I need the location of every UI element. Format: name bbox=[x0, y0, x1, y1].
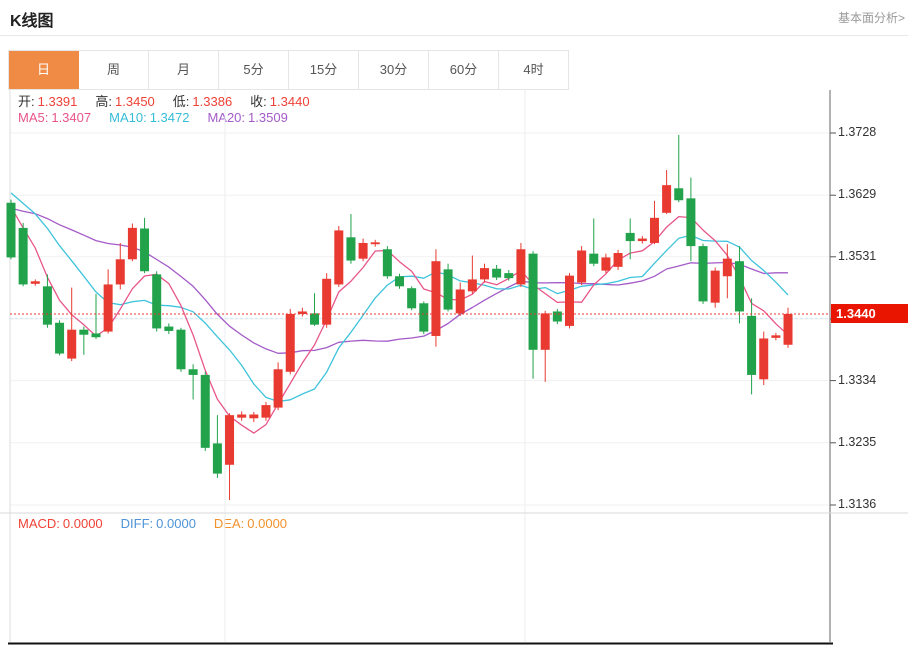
low-value: 1.3386 bbox=[192, 94, 233, 109]
tab-15min[interactable]: 15分 bbox=[289, 51, 359, 89]
tab-60min[interactable]: 60分 bbox=[429, 51, 499, 89]
page-title: K线图 bbox=[10, 13, 54, 30]
tab-day[interactable]: 日 bbox=[9, 51, 79, 89]
open-label: 开: bbox=[18, 94, 35, 109]
price-tick-label: 1.3136 bbox=[838, 497, 877, 511]
period-tab-bar: 日周月 5分 15分 30分 60分 4时 bbox=[8, 50, 569, 90]
close-value: 1.3440 bbox=[269, 94, 310, 109]
ma-row: MA5: 1.3407 MA10: 1.3472 MA20: 1.3509 bbox=[18, 110, 306, 125]
ma10-label: MA10: bbox=[109, 110, 147, 125]
price-tick-label: 1.3235 bbox=[838, 434, 877, 449]
price-tick-label: 1.3629 bbox=[838, 187, 877, 202]
dea-label: DEA: bbox=[213, 516, 245, 531]
high-value: 1.3450 bbox=[115, 94, 155, 109]
price-tick-label: 1.3728 bbox=[838, 125, 877, 139]
close-readout: 收: 1.3440 bbox=[250, 91, 309, 110]
ma5-readout: MA5: 1.3407 bbox=[18, 110, 91, 125]
macd-readout: MACD: 0.0000 bbox=[18, 516, 103, 531]
diff-label: DIFF: bbox=[120, 516, 154, 531]
ma20-readout: MA20: 1.3509 bbox=[207, 110, 287, 125]
macd-label: MACD: bbox=[18, 516, 60, 531]
diff-value: 0.0000 bbox=[156, 516, 196, 531]
tab-4hour[interactable]: 4时 bbox=[499, 51, 568, 89]
open-readout: 开: 1.3391 bbox=[18, 91, 77, 110]
dea-readout: DEA: 0.0000 bbox=[214, 516, 287, 531]
last-price-badge: 1.3440 bbox=[831, 304, 908, 323]
macd-value: 0.0000 bbox=[62, 516, 103, 531]
ma10-readout: MA10: 1.3472 bbox=[109, 110, 189, 125]
fundamental-analysis-link[interactable]: 基本面分析> bbox=[837, 11, 905, 25]
header-divider bbox=[0, 35, 908, 36]
ma20-value: 1.3509 bbox=[248, 110, 288, 125]
low-readout: 低: 1.3386 bbox=[173, 91, 232, 110]
ma20-label: MA20: bbox=[207, 110, 246, 125]
ma5-label: MA5: bbox=[18, 110, 49, 125]
ohlc-row: 开: 1.3391 高: 1.3450 低: 1.3386 收: 1.3440 bbox=[18, 91, 328, 110]
high-label: 高: bbox=[95, 94, 113, 109]
ma5-value: 1.3407 bbox=[51, 110, 92, 125]
ma10-value: 1.3472 bbox=[149, 110, 190, 125]
high-readout: 高: 1.3450 bbox=[95, 91, 154, 110]
tab-5min[interactable]: 5分 bbox=[219, 51, 289, 89]
tab-week[interactable]: 周 bbox=[79, 51, 149, 89]
tab-month[interactable]: 月 bbox=[149, 51, 219, 89]
low-label: 低: bbox=[172, 94, 190, 109]
macd-row: MACD: 0.0000 DIFF: 0.0000 DEA: 0.0000 bbox=[18, 516, 305, 531]
tab-30min[interactable]: 30分 bbox=[359, 51, 429, 89]
price-tick-label: 1.3531 bbox=[838, 248, 877, 263]
diff-readout: DIFF: 0.0000 bbox=[121, 516, 196, 531]
open-value: 1.3391 bbox=[37, 94, 78, 109]
close-label: 收: bbox=[250, 94, 267, 109]
dea-value: 0.0000 bbox=[247, 516, 288, 531]
price-tick-label: 1.3334 bbox=[838, 372, 877, 387]
